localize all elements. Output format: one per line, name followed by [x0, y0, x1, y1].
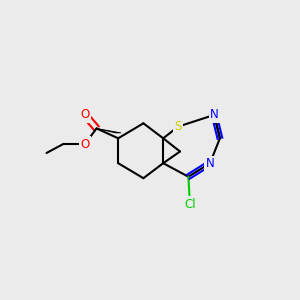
Text: S: S [175, 120, 182, 133]
Polygon shape [97, 128, 121, 133]
Text: N: N [210, 108, 219, 122]
Text: N: N [206, 157, 214, 170]
Text: O: O [80, 108, 89, 122]
Text: O: O [80, 137, 89, 151]
Text: Cl: Cl [184, 197, 196, 211]
